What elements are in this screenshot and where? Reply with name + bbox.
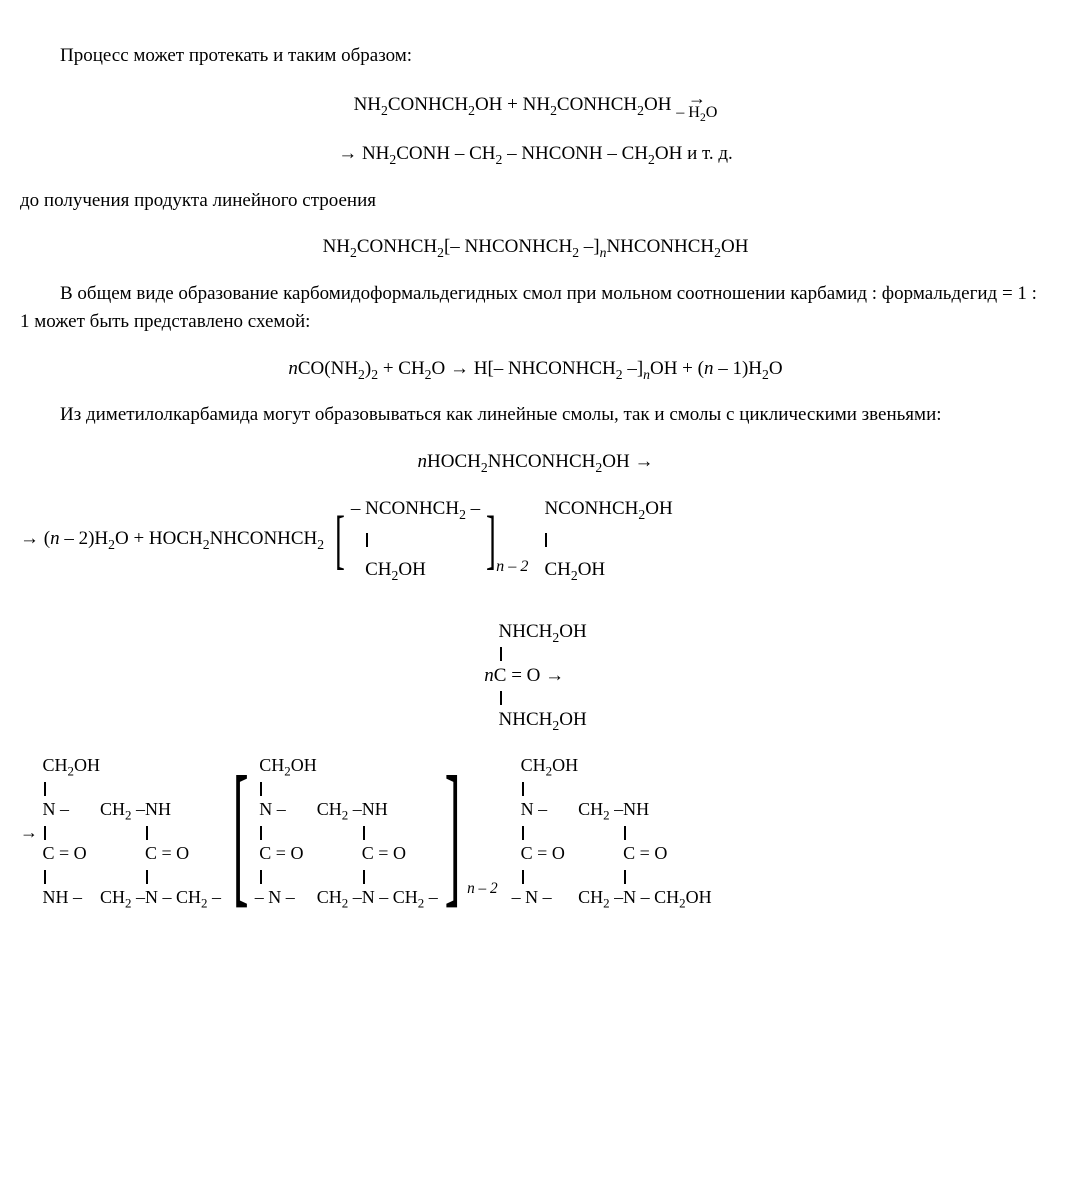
equation-4b: → (n – 2)H2O + HOCH2NHCONHCH2 [ – NCONHC… [20,494,1051,585]
equation-6: → CH2OH N – CH2 – NH C = OC = O NH – CH2… [20,755,1051,909]
equation-1: NH2CONHCH2OH + NH2CONHCH2OH → – H2O [20,89,1051,123]
equation-4a: nHOCH2NHCONHCH2OH → [20,448,1051,477]
equation-5: NHCH2OH nC = O → NHCH2OH [20,621,1051,731]
equation-2: NH2CONHCH2[– NHCONHCH2 –]nNHCONHCH2OH [20,233,1051,262]
text-etc: и т. д. [687,143,733,164]
equation-1b: → NH2CONH – CH2 – NHCONH – CH2OH и т. д. [20,140,1051,169]
paragraph-1: Процесс может протекать и таким образом: [20,42,1051,71]
paragraph-2: до получения продукта линейного строения [20,187,1051,216]
paragraph-4: Из диметилолкарбамида могут образовывать… [20,401,1051,430]
subscript-nm2: n – 2 [496,555,528,579]
equation-3: nCO(NH2)2 + CH2O → H[– NHCONHCH2 –]nOH +… [20,355,1051,384]
subscript-nm2-b: n – 2 [467,878,498,901]
paragraph-3: В общем виде образование карбомидоформал… [20,280,1051,337]
